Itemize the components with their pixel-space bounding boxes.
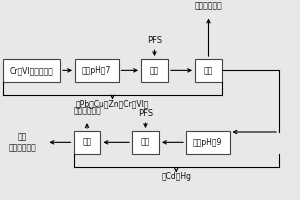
Text: Cr（VI）还原反应: Cr（VI）还原反应	[10, 66, 53, 75]
Text: PFS: PFS	[138, 109, 153, 118]
Text: 混凝: 混凝	[141, 138, 150, 147]
Text: 出水
（达标排放）: 出水 （达标排放）	[9, 133, 36, 152]
FancyBboxPatch shape	[132, 131, 159, 154]
Text: 沉渣安全处置: 沉渣安全处置	[73, 106, 101, 115]
Text: 沉淠: 沉淠	[204, 66, 213, 75]
Text: 除Pb、Cu、Zn、Cr（VI）: 除Pb、Cu、Zn、Cr（VI）	[76, 99, 149, 108]
Text: 沉渣安全处置: 沉渣安全处置	[195, 2, 222, 11]
FancyBboxPatch shape	[186, 131, 230, 154]
Text: 调节pH脲7: 调节pH脲7	[82, 66, 111, 75]
FancyBboxPatch shape	[3, 59, 60, 82]
Text: 调节pH脲9: 调节pH脲9	[193, 138, 222, 147]
FancyBboxPatch shape	[75, 59, 118, 82]
Text: PFS: PFS	[147, 36, 162, 45]
FancyBboxPatch shape	[195, 59, 222, 82]
Text: 混凝: 混凝	[150, 66, 159, 75]
Text: 除Cd、Hg: 除Cd、Hg	[161, 172, 191, 181]
FancyBboxPatch shape	[74, 131, 100, 154]
Text: 沉淠: 沉淠	[82, 138, 91, 147]
FancyBboxPatch shape	[141, 59, 168, 82]
